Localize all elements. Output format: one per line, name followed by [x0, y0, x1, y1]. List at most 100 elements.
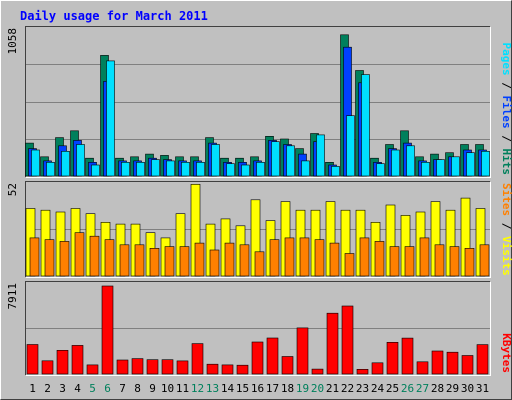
- bar-sites-day-31: [479, 244, 490, 277]
- bar-kbytes-day-19: [296, 327, 309, 375]
- legend-item-files: Files: [500, 96, 512, 129]
- x-tick-label-day-21: 21: [326, 382, 339, 395]
- legend-item-hits: Hits: [500, 149, 512, 176]
- panel-kbytes-frame-light: [25, 281, 491, 376]
- x-tick-label-day-9: 9: [149, 382, 156, 395]
- bar-sites-day-4: [74, 232, 85, 277]
- bar-sites-day-6: [104, 239, 115, 277]
- bar-sites-day-5: [89, 235, 100, 277]
- bar-sites-day-7: [119, 244, 130, 277]
- x-tick-label-day-27: 27: [416, 382, 429, 395]
- bar-pages-day-8: [136, 162, 145, 177]
- bar-sites-day-19: [299, 237, 310, 277]
- x-tick-label-day-19: 19: [296, 382, 309, 395]
- bar-kbytes-day-10: [161, 359, 174, 375]
- bar-pages-day-23: [361, 74, 370, 177]
- bar-pages-day-31: [481, 151, 490, 177]
- bar-pages-day-21: [331, 166, 340, 177]
- bar-sites-day-14: [224, 242, 235, 277]
- legend-separator: /: [500, 76, 512, 96]
- x-tick-label-day-30: 30: [461, 382, 474, 395]
- bar-sites-day-9: [149, 248, 160, 277]
- panel-hits-frame-light: [25, 26, 491, 178]
- bar-pages-day-7: [121, 162, 130, 177]
- x-tick-label-day-16: 16: [251, 382, 264, 395]
- bar-sites-day-10: [164, 246, 175, 277]
- bar-kbytes-day-16: [251, 341, 264, 375]
- legend-separator: /: [500, 129, 512, 149]
- bar-pages-day-26: [406, 145, 415, 177]
- x-tick-label-day-20: 20: [311, 382, 324, 395]
- panel-visits-legend: Sites / Visits: [500, 183, 512, 276]
- x-tick-label-day-2: 2: [44, 382, 51, 395]
- bar-pages-day-29: [451, 156, 460, 177]
- bar-sites-day-11: [179, 246, 190, 277]
- bar-pages-day-16: [256, 162, 265, 177]
- bar-pages-day-11: [181, 162, 190, 177]
- bar-sites-day-2: [44, 239, 55, 277]
- bar-pages-day-30: [466, 152, 475, 177]
- bar-pages-day-12: [196, 162, 205, 177]
- legend-item-visits: Visits: [500, 236, 512, 276]
- bar-pages-day-20: [316, 134, 325, 177]
- bar-pages-day-13: [211, 144, 220, 177]
- bar-pages-day-2: [46, 162, 55, 177]
- bar-kbytes-day-8: [131, 358, 144, 375]
- x-tick-label-day-6: 6: [104, 382, 111, 395]
- bar-sites-day-12: [194, 242, 205, 277]
- x-tick-label-day-1: 1: [29, 382, 36, 395]
- x-tick-label-day-11: 11: [176, 382, 189, 395]
- x-tick-label-day-28: 28: [431, 382, 444, 395]
- bar-sites-day-30: [464, 248, 475, 277]
- bar-kbytes-day-4: [71, 345, 84, 375]
- bar-kbytes-day-1: [26, 344, 39, 375]
- bar-pages-day-18: [286, 145, 295, 177]
- bar-kbytes-day-28: [431, 350, 444, 375]
- x-tick-label-day-10: 10: [161, 382, 174, 395]
- bar-pages-day-22: [346, 115, 355, 177]
- bar-kbytes-day-6: [101, 285, 114, 375]
- bar-sites-day-16: [254, 251, 265, 277]
- x-tick-label-day-23: 23: [356, 382, 369, 395]
- bar-kbytes-day-21: [326, 312, 339, 375]
- bar-sites-day-26: [404, 246, 415, 277]
- bar-kbytes-day-29: [446, 351, 459, 375]
- bar-kbytes-day-17: [266, 337, 279, 375]
- bar-pages-day-10: [166, 160, 175, 177]
- bar-pages-day-28: [436, 159, 445, 177]
- x-tick-label-day-22: 22: [341, 382, 354, 395]
- bar-kbytes-day-23: [356, 368, 369, 375]
- bar-kbytes-day-20: [311, 368, 324, 375]
- bar-pages-day-6: [106, 60, 115, 177]
- x-tick-label-day-17: 17: [266, 382, 279, 395]
- legend-item-pages: Pages: [500, 43, 512, 76]
- bar-sites-day-8: [134, 244, 145, 277]
- bar-sites-day-18: [284, 237, 295, 277]
- chart-title: Daily usage for March 2011: [20, 9, 208, 23]
- bar-sites-day-20: [314, 239, 325, 277]
- panel-hits-legend: Pages / Files / Hits: [500, 43, 512, 176]
- bar-kbytes-day-27: [416, 361, 429, 375]
- bar-sites-day-27: [419, 237, 430, 277]
- bar-kbytes-day-14: [221, 364, 234, 375]
- panel-visits-frame-dark: [25, 181, 491, 278]
- legend-item-sites: Sites: [500, 183, 512, 216]
- bar-kbytes-day-25: [386, 341, 399, 375]
- bar-kbytes-day-5: [86, 364, 99, 375]
- legend-separator: /: [500, 216, 512, 236]
- bar-kbytes-day-12: [191, 343, 204, 375]
- bar-sites-day-13: [209, 249, 220, 277]
- bar-kbytes-day-7: [116, 359, 129, 375]
- bar-sites-day-23: [359, 237, 370, 277]
- panel-kbytes-ymax-label: 7911: [6, 283, 19, 310]
- bar-kbytes-day-22: [341, 305, 354, 375]
- x-tick-label-day-12: 12: [191, 382, 204, 395]
- bar-pages-day-9: [151, 159, 160, 177]
- x-tick-label-day-4: 4: [74, 382, 81, 395]
- x-tick-label-day-25: 25: [386, 382, 399, 395]
- bar-kbytes-day-15: [236, 364, 249, 375]
- x-tick-label-day-13: 13: [206, 382, 219, 395]
